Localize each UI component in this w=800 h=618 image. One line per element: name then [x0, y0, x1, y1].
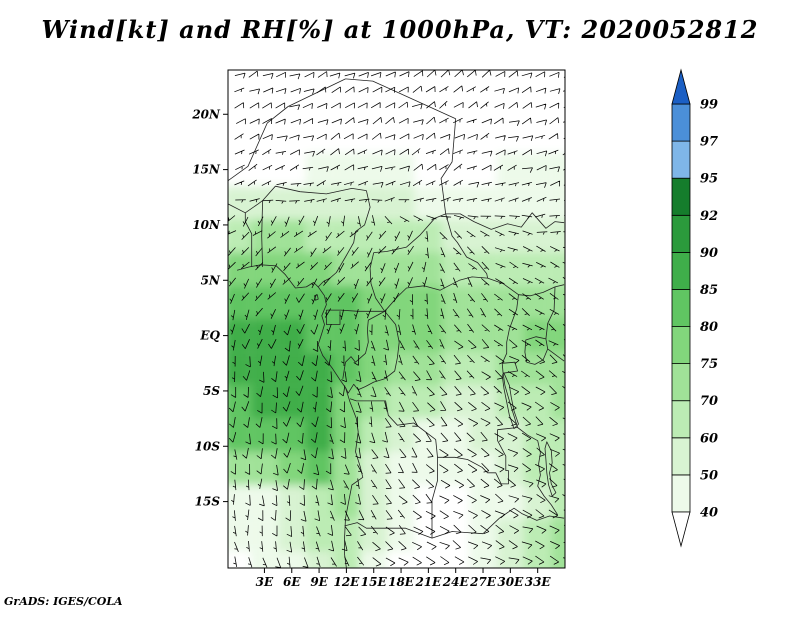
- lon-tick-label: 9E: [310, 575, 328, 589]
- lat-tick-label: 10S: [195, 439, 221, 453]
- colorbar-segment: [671, 289, 691, 327]
- colorbar-label: 75: [700, 357, 718, 372]
- outline-border-eq-guinea: [326, 310, 341, 325]
- colorbar-segment: [671, 140, 691, 179]
- lat-tick-label: 5N: [201, 273, 221, 287]
- lat-tick-label: 15S: [195, 495, 221, 509]
- wind-barbs-path: [228, 70, 565, 568]
- colorbar-segment: [671, 437, 691, 476]
- lon-tick-label: 15E: [361, 575, 388, 589]
- colorbar-label: 40: [700, 506, 718, 521]
- outline-border-cameroon-car: [369, 252, 386, 312]
- rh-shading-field: [228, 70, 565, 568]
- outline-border-angola-namibia: [344, 522, 433, 539]
- lon-tick-label: 12E: [333, 575, 360, 589]
- outline-border-chad-car-sudan: [373, 213, 488, 279]
- colorbar-segment: [671, 474, 691, 513]
- outline-border-algeria-niger: [228, 78, 346, 182]
- colorbar-bottom-arrow: [671, 511, 691, 548]
- colorbar-segment: [671, 363, 691, 402]
- outline-lake-tanganyika: [501, 372, 519, 429]
- lat-tick-label: EQ: [199, 329, 220, 343]
- lat-tick-label: 5S: [203, 384, 220, 398]
- colorbar-segment: [671, 177, 691, 216]
- lat-tick-label: 15N: [192, 163, 221, 177]
- plot-title: Wind[kt] and RH[%] at 1000hPa, VT: 20200…: [41, 15, 758, 44]
- colorbar-label: 95: [700, 172, 718, 187]
- lon-tick-label: 33E: [525, 575, 552, 589]
- lon-tick-label: 21E: [414, 575, 442, 589]
- outline-border-zambezi: [431, 507, 565, 539]
- outline-border-malawi-west: [517, 427, 559, 516]
- lon-tick-label: 27E: [469, 575, 497, 589]
- map-frame: [227, 69, 566, 569]
- lon-tick-label: 24E: [442, 575, 470, 589]
- lon-tick-label: 6E: [283, 575, 301, 589]
- colorbar-label: 92: [700, 209, 718, 224]
- colorbar-label: 70: [700, 394, 718, 409]
- outline-border-niger-nigeria: [262, 185, 367, 201]
- wind-barb-field: [228, 70, 565, 568]
- lat-tick-label: 10N: [192, 218, 221, 232]
- outline-border-angola-drc-zambia: [349, 398, 518, 485]
- outline-lake-victoria: [524, 336, 549, 365]
- lat-tick-label: 20N: [191, 107, 221, 121]
- outline-border-togo: [244, 212, 253, 267]
- outline-border-kenya-tanzania: [547, 348, 565, 362]
- colorbar-segment: [671, 326, 691, 364]
- outline-border-burkina-niger: [228, 200, 263, 214]
- outline-border-libya-chad: [345, 78, 456, 120]
- colorbar-top-arrow: [671, 68, 691, 105]
- map-outlines: [228, 78, 565, 568]
- colorbar-label: 85: [700, 283, 718, 298]
- outline-border-uganda-north: [518, 284, 565, 297]
- colorbar-label: 90: [700, 246, 718, 261]
- outline-border-sudan-ssudan: [445, 212, 565, 230]
- lon-tick-label: 3E: [256, 575, 274, 589]
- rh-colorbar: 40 50 60 70 75 80 85 90 92 95 97 99: [671, 68, 718, 548]
- colorbar-label: 50: [700, 468, 718, 483]
- lon-tick-label: 18E: [388, 575, 415, 589]
- outline-border-nigeria-cameroon: [317, 190, 371, 288]
- outline-border-car-drc: [384, 276, 488, 312]
- colorbar-segment: [671, 251, 691, 290]
- colorbar-label: 97: [700, 135, 718, 150]
- outline-border-cameroon-south: [326, 309, 385, 312]
- outline-lake-malawi: [544, 441, 557, 497]
- lon-tick-label: 30E: [497, 575, 524, 589]
- colorbar-segment: [671, 400, 691, 439]
- colorbar-label: 80: [700, 320, 718, 335]
- outline-border-angola-zambia: [431, 457, 438, 539]
- outline-border-gabon-congo: [342, 310, 385, 379]
- colorbar-segment: [671, 214, 691, 253]
- grads-credit: GrADS: IGES/COLA: [4, 595, 123, 608]
- outline-border-rwanda-burundi: [502, 361, 518, 374]
- outline-border-benin: [261, 200, 263, 268]
- colorbar-label: 60: [700, 431, 718, 446]
- outline-border-congo-drc: [345, 311, 400, 394]
- colorbar-segment: [671, 103, 691, 142]
- outline-coastline: [236, 264, 364, 568]
- colorbar-label: 99: [700, 98, 718, 113]
